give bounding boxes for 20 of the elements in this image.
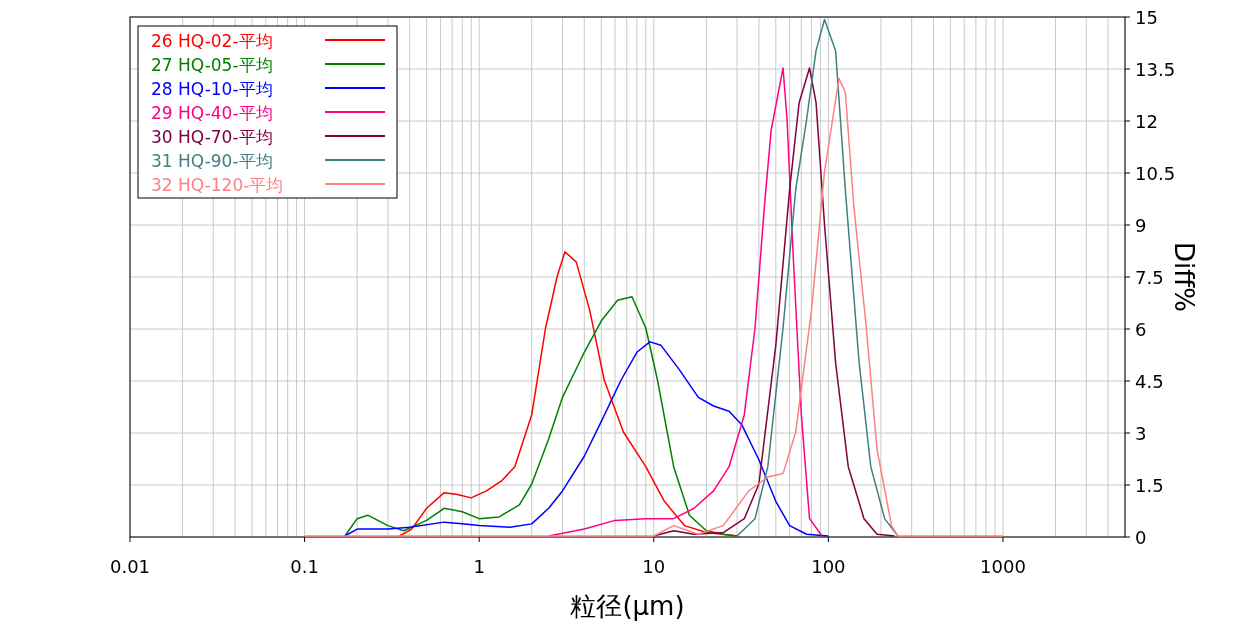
- y2-tick-label: 7.5: [1135, 267, 1164, 288]
- y2-tick-label: 10.5: [1135, 163, 1176, 184]
- y2-tick-label: 13.5: [1135, 59, 1176, 80]
- x-tick-label: 0.01: [109, 556, 151, 577]
- x-tick-label: 1: [473, 556, 485, 577]
- x-tick-label: 0.1: [290, 556, 319, 577]
- y2-tick-label: 15: [1135, 7, 1158, 28]
- x-tick-label: 1000: [980, 556, 1026, 577]
- y2-tick-label: 6: [1135, 319, 1147, 340]
- y2-tick-label: 3: [1135, 423, 1147, 444]
- y2-tick-label: 4.5: [1135, 371, 1164, 392]
- y2-tick-label: 0: [1135, 527, 1147, 548]
- y2-axis-title: Diff%: [1169, 242, 1199, 312]
- x-tick-label: 100: [811, 556, 846, 577]
- y2-tick-label: 12: [1135, 111, 1158, 132]
- x-tick-label: 10: [642, 556, 666, 577]
- y2-tick-label: 1.5: [1135, 475, 1164, 496]
- y2-tick-label: 9: [1135, 215, 1147, 236]
- x-axis-title: 粒径(μm): [570, 591, 685, 621]
- legend: 26 HQ-02-平均 27 HQ-05-平均 28 HQ-10-平均 29 HQ-40-平均 30 HQ-70-平均 31 HQ-90-平均 32 HQ-120-平均: [137, 25, 398, 199]
